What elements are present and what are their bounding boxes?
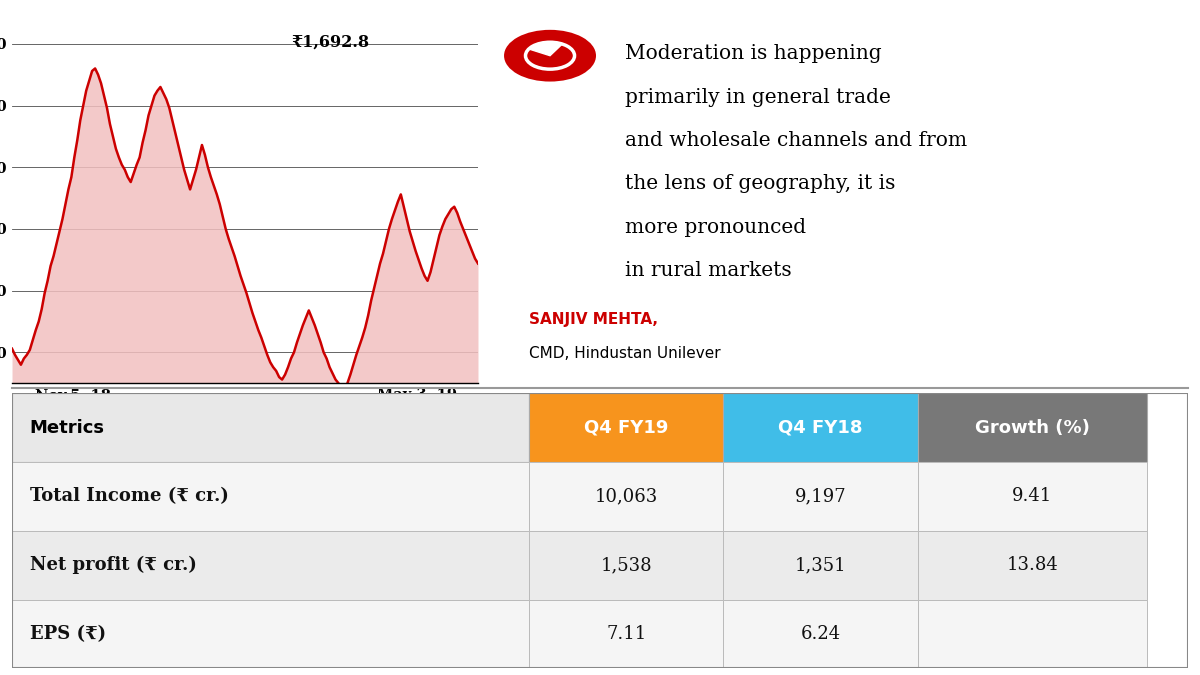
Bar bbox=[918, 394, 1147, 462]
Text: 9.41: 9.41 bbox=[1012, 487, 1052, 506]
Bar bbox=[918, 531, 1147, 599]
Bar bbox=[918, 462, 1147, 531]
Text: SANJIV MEHTA,: SANJIV MEHTA, bbox=[529, 312, 659, 327]
Text: Net profit (₹ cr.): Net profit (₹ cr.) bbox=[30, 556, 197, 574]
Text: EPS (₹): EPS (₹) bbox=[30, 625, 106, 643]
Text: 1,538: 1,538 bbox=[601, 556, 653, 574]
Text: and wholesale channels and from: and wholesale channels and from bbox=[625, 131, 967, 150]
Wedge shape bbox=[529, 43, 563, 56]
Text: 10,063: 10,063 bbox=[595, 487, 658, 506]
Bar bbox=[529, 531, 724, 599]
Bar bbox=[918, 599, 1147, 668]
Bar bbox=[724, 462, 918, 531]
Text: Growth (%): Growth (%) bbox=[974, 418, 1090, 437]
Text: 6.24: 6.24 bbox=[800, 625, 840, 643]
Text: more pronounced: more pronounced bbox=[625, 217, 806, 237]
Text: CMD, Hindustan Unilever: CMD, Hindustan Unilever bbox=[529, 346, 721, 360]
Bar bbox=[529, 462, 724, 531]
Text: 1,351: 1,351 bbox=[794, 556, 846, 574]
Bar bbox=[724, 599, 918, 668]
Bar bbox=[12, 462, 529, 531]
Bar bbox=[529, 394, 724, 462]
Bar bbox=[12, 599, 529, 668]
Text: the lens of geography, it is: the lens of geography, it is bbox=[625, 174, 896, 193]
Text: ₹1,692.8: ₹1,692.8 bbox=[292, 33, 370, 50]
Text: primarily in general trade: primarily in general trade bbox=[625, 88, 892, 107]
Text: Q4 FY19: Q4 FY19 bbox=[584, 418, 668, 437]
Bar bbox=[724, 394, 918, 462]
Text: 9,197: 9,197 bbox=[794, 487, 846, 506]
Text: Total Income (₹ cr.): Total Income (₹ cr.) bbox=[30, 487, 228, 506]
Bar bbox=[12, 394, 529, 462]
Bar bbox=[724, 531, 918, 599]
Text: 7.11: 7.11 bbox=[606, 625, 647, 643]
Text: Metrics: Metrics bbox=[30, 418, 104, 437]
Bar bbox=[529, 599, 724, 668]
Bar bbox=[12, 531, 529, 599]
Text: in rural markets: in rural markets bbox=[625, 261, 792, 280]
Text: Q4 FY18: Q4 FY18 bbox=[779, 418, 863, 437]
Circle shape bbox=[505, 31, 595, 80]
Text: Moderation is happening: Moderation is happening bbox=[625, 45, 882, 63]
Circle shape bbox=[526, 43, 575, 69]
Text: 13.84: 13.84 bbox=[1007, 556, 1058, 574]
